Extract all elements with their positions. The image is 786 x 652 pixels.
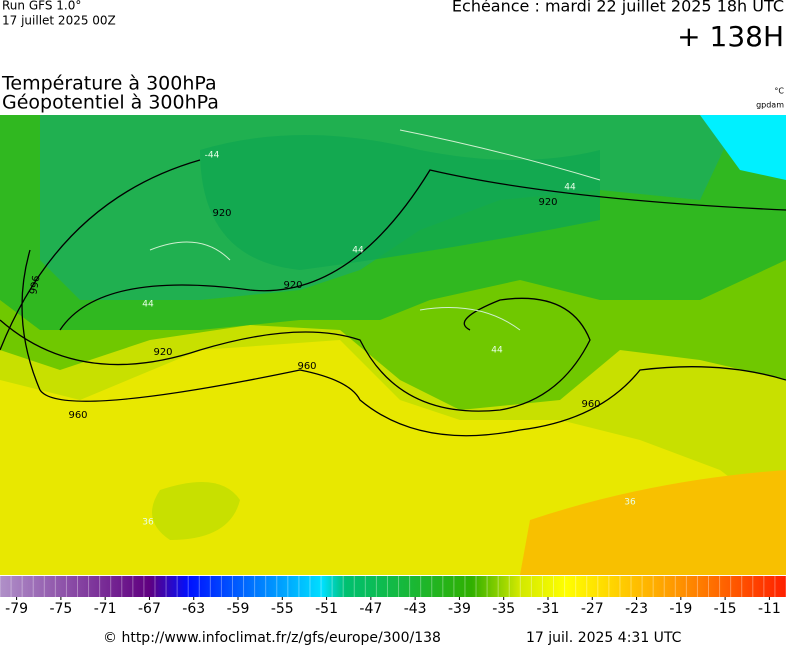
contour-label: 960: [68, 410, 87, 421]
colorbar-label: -47: [359, 601, 382, 617]
temperature-label: 44: [564, 183, 576, 193]
field-geopotential: Géopotentiel à 300hPa: [2, 92, 219, 114]
run-date: 17 juillet 2025 00Z: [2, 14, 116, 28]
contour-label: 920: [212, 208, 231, 219]
temperature-label: 36: [142, 518, 154, 528]
colorbar-label: -55: [271, 601, 294, 617]
map: 920 920 920 920 960 960 960 996 -44 44 4…: [0, 115, 786, 575]
valid-time: Echéance : mardi 22 juillet 2025 18h UTC: [452, 0, 784, 16]
colorbar-label: -63: [182, 601, 205, 617]
generated-time: 17 juil. 2025 4:31 UTC: [526, 630, 682, 646]
colorbar-label: -51: [315, 601, 338, 617]
run-label: Run GFS 1.0°: [2, 0, 81, 13]
unit-geopotential: gpdam: [756, 101, 784, 110]
colorbar-label: -35: [492, 601, 515, 617]
temperature-label: 44: [142, 300, 154, 310]
colorbar-label: -75: [49, 601, 72, 617]
lead-time: + 138H: [677, 20, 784, 53]
temperature-label: 36: [624, 498, 636, 508]
contour-label: 960: [297, 361, 316, 372]
temperature-label: 44: [352, 246, 364, 256]
contour-label: 960: [581, 399, 600, 410]
colorbar-label: -43: [404, 601, 427, 617]
colorbar-label: -71: [94, 601, 117, 617]
colorbar-label: -23: [625, 601, 648, 617]
colorbar-label: -15: [714, 601, 737, 617]
colorbar-label: -59: [227, 601, 250, 617]
colorbar-label: -67: [138, 601, 161, 617]
contour-label: 920: [283, 280, 302, 291]
colorbar-label: -11: [758, 601, 781, 617]
temperature-label: -44: [205, 151, 220, 161]
colorbar-label: -31: [537, 601, 560, 617]
colorbar-label: -79: [5, 601, 28, 617]
colorbar-label: -19: [669, 601, 692, 617]
source-url: © http://www.infoclimat.fr/z/gfs/europe/…: [103, 630, 441, 646]
temperature-label: 44: [491, 346, 503, 356]
colorbar-label: -27: [581, 601, 604, 617]
unit-temperature: °C: [774, 87, 784, 96]
contour-label: 920: [538, 197, 557, 208]
colorbar-label: -39: [448, 601, 471, 617]
colorbar: [0, 576, 786, 597]
field-temperature: Température à 300hPa: [1, 73, 217, 95]
contour-label: 920: [153, 347, 172, 358]
contour-label: 996: [28, 275, 42, 296]
